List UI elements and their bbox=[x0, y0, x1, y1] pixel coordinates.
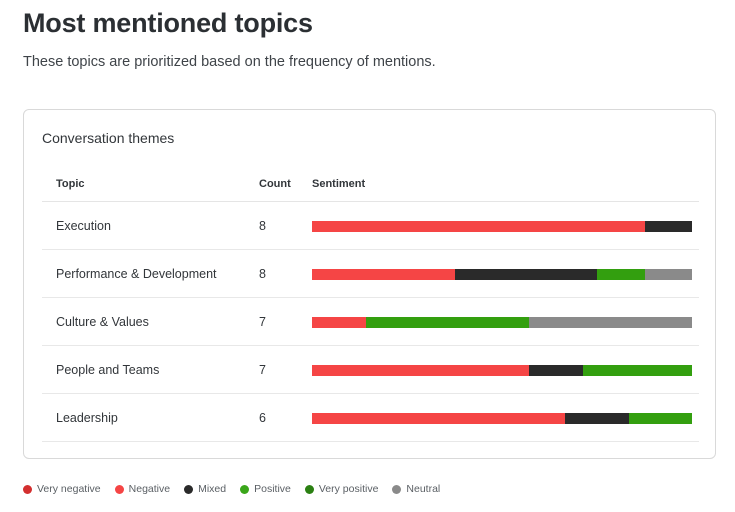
topic-name: People and Teams bbox=[56, 363, 160, 377]
legend-dot-icon bbox=[392, 484, 402, 494]
page-subtitle: These topics are prioritized based on th… bbox=[23, 54, 436, 70]
topic-name: Performance & Development bbox=[56, 267, 217, 281]
sentiment-segment-mixed[interactable] bbox=[454, 269, 597, 280]
table-row[interactable]: People and Teams 7 bbox=[42, 346, 699, 394]
legend-item-very-positive: Very positive bbox=[304, 483, 379, 495]
themes-table: Topic Count Sentiment Execution 8 Performa… bbox=[42, 166, 699, 442]
topic-name: Culture & Values bbox=[56, 315, 149, 329]
sentiment-segment-positive[interactable] bbox=[628, 413, 692, 424]
sentiment-bar[interactable] bbox=[312, 365, 692, 376]
sentiment-segment-negative[interactable] bbox=[312, 269, 455, 280]
topic-count: 6 bbox=[259, 411, 266, 425]
sentiment-segment-negative[interactable] bbox=[312, 317, 367, 328]
page-title: Most mentioned topics bbox=[23, 8, 313, 38]
sentiment-segment-negative[interactable] bbox=[312, 365, 530, 376]
legend-label: Positive bbox=[254, 483, 291, 495]
topic-count: 7 bbox=[259, 315, 266, 329]
sentiment-bar[interactable] bbox=[312, 269, 692, 280]
table-row[interactable]: Performance & Development 8 bbox=[42, 250, 699, 298]
sentiment-segment-mixed[interactable] bbox=[529, 365, 584, 376]
sentiment-legend: Very negative Negative Mixed Positive Very p… bbox=[23, 483, 454, 495]
sentiment-segment-positive[interactable] bbox=[583, 365, 692, 376]
legend-item-neutral: Neutral bbox=[392, 483, 440, 495]
legend-dot-icon bbox=[240, 484, 250, 494]
sentiment-segment-mixed[interactable] bbox=[644, 221, 692, 232]
card-title: Conversation themes bbox=[42, 130, 175, 146]
topic-name: Leadership bbox=[56, 411, 118, 425]
legend-item-very-negative: Very negative bbox=[23, 483, 101, 495]
sentiment-segment-mixed[interactable] bbox=[565, 413, 629, 424]
sentiment-bar[interactable] bbox=[312, 317, 692, 328]
sentiment-segment-neutral[interactable] bbox=[644, 269, 692, 280]
sentiment-segment-negative[interactable] bbox=[312, 413, 566, 424]
sentiment-segment-neutral[interactable] bbox=[529, 317, 692, 328]
sentiment-bar[interactable] bbox=[312, 413, 692, 424]
sentiment-segment-positive[interactable] bbox=[366, 317, 530, 328]
column-header-sentiment: Sentiment bbox=[312, 178, 366, 190]
table-header: Topic Count Sentiment bbox=[42, 166, 699, 202]
legend-dot-icon bbox=[184, 484, 194, 494]
legend-item-mixed: Mixed bbox=[184, 483, 226, 495]
sentiment-segment-positive[interactable] bbox=[597, 269, 645, 280]
legend-dot-icon bbox=[304, 484, 314, 494]
legend-label: Very negative bbox=[37, 483, 101, 495]
column-header-topic: Topic bbox=[56, 178, 85, 190]
sentiment-segment-negative[interactable] bbox=[312, 221, 645, 232]
topic-count: 8 bbox=[259, 219, 266, 233]
legend-item-negative: Negative bbox=[114, 483, 171, 495]
legend-item-positive: Positive bbox=[240, 483, 291, 495]
topic-count: 7 bbox=[259, 363, 266, 377]
column-header-count: Count bbox=[259, 178, 291, 190]
table-row[interactable]: Execution 8 bbox=[42, 202, 699, 250]
conversation-themes-card: Conversation themes Topic Count Sentimen… bbox=[23, 109, 716, 459]
legend-label: Very positive bbox=[318, 483, 379, 495]
sentiment-bar[interactable] bbox=[312, 221, 692, 232]
topic-name: Execution bbox=[56, 219, 111, 233]
legend-label: Neutral bbox=[406, 483, 441, 495]
topic-count: 8 bbox=[259, 267, 266, 281]
legend-label: Negative bbox=[128, 483, 171, 495]
legend-dot-icon bbox=[23, 484, 32, 494]
table-row[interactable]: Leadership 6 bbox=[42, 394, 699, 442]
legend-label: Mixed bbox=[198, 483, 227, 495]
table-row[interactable]: Culture & Values 7 bbox=[42, 298, 699, 346]
legend-dot-icon bbox=[114, 484, 124, 494]
